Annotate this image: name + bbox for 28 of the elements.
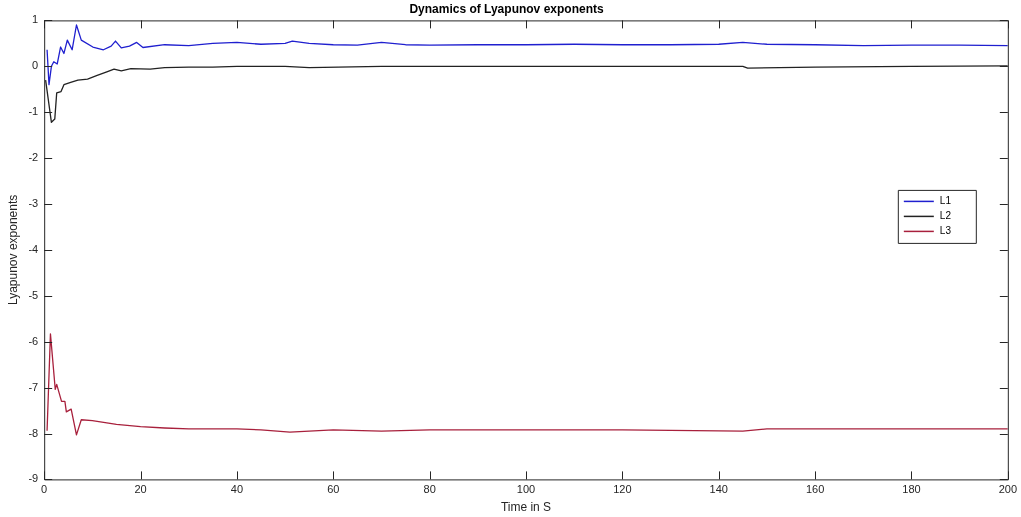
- chart-title: Dynamics of Lyapunov exponents: [409, 1, 604, 16]
- x-tick-label: 160: [805, 483, 825, 496]
- x-tick-label: 100: [516, 483, 536, 496]
- y-tick-label: -4: [28, 242, 39, 255]
- x-tick-label: 80: [423, 483, 436, 496]
- y-axis-title: Lyapunov exponents: [5, 194, 20, 306]
- y-tick-label: 0: [32, 59, 39, 72]
- x-tick-label: 60: [327, 483, 340, 496]
- y-tick-label: -2: [28, 151, 39, 164]
- x-tick-label: 140: [709, 483, 728, 496]
- x-tick-label: 0: [41, 483, 48, 496]
- x-axis-title: Time in S: [500, 500, 552, 515]
- x-tick-label: 20: [134, 483, 147, 496]
- legend-label: L2: [939, 210, 952, 222]
- x-tick-label: 40: [230, 483, 244, 496]
- y-tick-label: -3: [28, 197, 39, 210]
- x-tick-label: 180: [902, 483, 921, 496]
- y-tick-label: -7: [28, 380, 39, 393]
- x-tick-label: 120: [613, 483, 632, 496]
- y-tick-label: -9: [28, 472, 39, 485]
- legend-label: L1: [939, 195, 952, 207]
- y-tick-label: -8: [28, 426, 39, 439]
- y-tick-label: -6: [28, 334, 39, 347]
- legend-label: L3: [939, 225, 952, 237]
- y-tick-label: -1: [28, 105, 39, 118]
- y-tick-label: -5: [28, 288, 39, 301]
- x-tick-label: 200: [998, 483, 1017, 496]
- y-tick-label: 1: [32, 13, 39, 26]
